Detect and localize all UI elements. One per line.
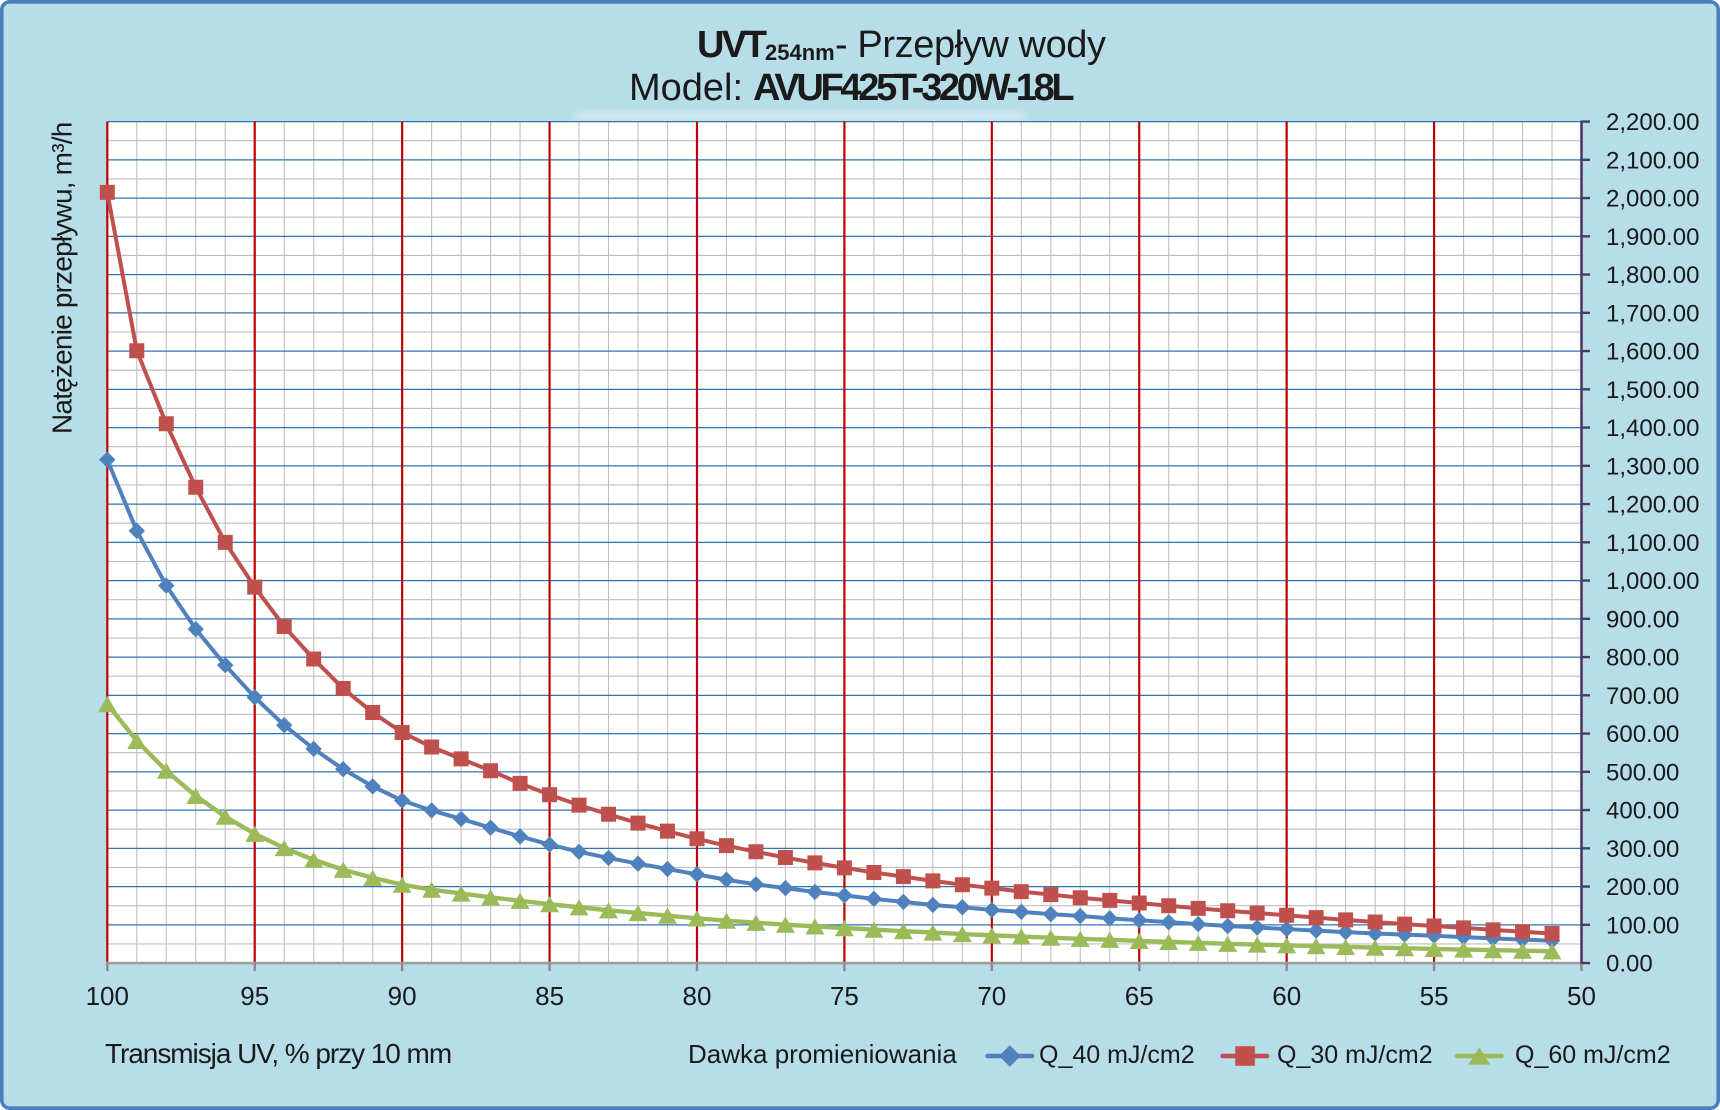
svg-text:254nm: 254nm — [765, 40, 835, 65]
svg-text:300.00: 300.00 — [1606, 836, 1679, 863]
svg-text:AVUF425T-320W-18L: AVUF425T-320W-18L — [753, 67, 1074, 109]
svg-text:2,100.00: 2,100.00 — [1606, 147, 1699, 174]
svg-text:600.00: 600.00 — [1606, 721, 1679, 748]
svg-text:1,600.00: 1,600.00 — [1606, 339, 1699, 366]
svg-text:90: 90 — [388, 981, 417, 1011]
svg-text:0.00: 0.00 — [1606, 951, 1653, 978]
svg-text:800.00: 800.00 — [1606, 645, 1679, 672]
svg-text:1,800.00: 1,800.00 — [1606, 262, 1699, 289]
svg-text:1,000.00: 1,000.00 — [1606, 568, 1699, 595]
svg-text:Q_40 mJ/cm2: Q_40 mJ/cm2 — [1039, 1041, 1195, 1069]
svg-text:- Przepływ wody: - Przepływ wody — [835, 24, 1106, 66]
svg-text:50: 50 — [1567, 981, 1596, 1011]
svg-text:75: 75 — [830, 981, 859, 1011]
svg-text:Q_60 mJ/cm2: Q_60 mJ/cm2 — [1515, 1041, 1671, 1069]
svg-text:1,100.00: 1,100.00 — [1606, 530, 1699, 557]
svg-text:Q_30 mJ/cm2: Q_30 mJ/cm2 — [1277, 1041, 1433, 1069]
svg-text:2,000.00: 2,000.00 — [1606, 186, 1699, 213]
svg-text:Natężenie przepływu, m³/h: Natężenie przepływu, m³/h — [47, 123, 78, 434]
svg-text:1,400.00: 1,400.00 — [1606, 415, 1699, 442]
svg-text:1,500.00: 1,500.00 — [1606, 377, 1699, 404]
svg-text:400.00: 400.00 — [1606, 798, 1679, 825]
svg-text:1,700.00: 1,700.00 — [1606, 300, 1699, 327]
svg-text:100: 100 — [86, 981, 129, 1011]
svg-text:85: 85 — [535, 981, 564, 1011]
svg-text:Dawka promieniowania: Dawka promieniowania — [688, 1039, 957, 1069]
svg-text:1,900.00: 1,900.00 — [1606, 224, 1699, 251]
svg-text:65: 65 — [1125, 981, 1154, 1011]
svg-text:60: 60 — [1272, 981, 1301, 1011]
svg-text:Transmisja UV, % przy 10 mm: Transmisja UV, % przy 10 mm — [105, 1038, 451, 1069]
svg-text:200.00: 200.00 — [1606, 874, 1679, 901]
svg-text:1,300.00: 1,300.00 — [1606, 453, 1699, 480]
svg-text:500.00: 500.00 — [1606, 759, 1679, 786]
svg-text:2,200.00: 2,200.00 — [1606, 109, 1699, 136]
svg-text:95: 95 — [240, 981, 269, 1011]
svg-text:55: 55 — [1420, 981, 1449, 1011]
svg-text:80: 80 — [683, 981, 712, 1011]
svg-text:UVT: UVT — [697, 24, 767, 66]
svg-text:70: 70 — [977, 981, 1006, 1011]
svg-text:100.00: 100.00 — [1606, 912, 1679, 939]
svg-text:1,200.00: 1,200.00 — [1606, 492, 1699, 519]
svg-text:700.00: 700.00 — [1606, 683, 1679, 710]
svg-text:900.00: 900.00 — [1606, 606, 1679, 633]
svg-text:Model:: Model: — [629, 67, 743, 109]
